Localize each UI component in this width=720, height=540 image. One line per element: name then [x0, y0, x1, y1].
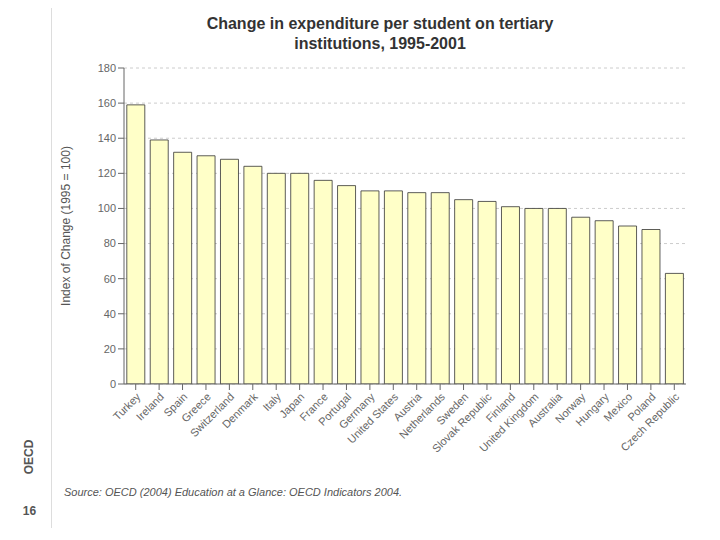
svg-text:160: 160 — [98, 97, 116, 109]
svg-text:80: 80 — [104, 237, 116, 249]
svg-text:Australia: Australia — [525, 390, 565, 430]
svg-text:Germany: Germany — [336, 390, 377, 431]
svg-text:Turkey: Turkey — [110, 390, 143, 423]
svg-text:Hungary: Hungary — [573, 390, 611, 428]
svg-text:Austria: Austria — [390, 390, 424, 424]
svg-text:100: 100 — [98, 202, 116, 214]
svg-text:Index of Change (1995 = 100): Index of Change (1995 = 100) — [59, 146, 73, 306]
svg-text:0: 0 — [110, 378, 116, 390]
svg-text:120: 120 — [98, 167, 116, 179]
svg-text:France: France — [297, 390, 330, 424]
svg-text:Czech Republic: Czech Republic — [618, 390, 681, 453]
svg-text:180: 180 — [98, 62, 116, 74]
svg-text:Ireland: Ireland — [134, 390, 166, 422]
html-text:OECD: OECD — [22, 439, 37, 475]
svg-text:60: 60 — [104, 273, 116, 285]
svg-text:Greece: Greece — [178, 390, 213, 425]
svg-text:United Kingdom: United Kingdom — [476, 390, 541, 455]
svg-text:Sweden: Sweden — [433, 390, 471, 428]
html-text:Source: OECD (2004) Education: Source: OECD (2004) Education at a Glanc… — [64, 486, 403, 498]
svg-text:United States: United States — [345, 390, 401, 446]
html-text:institutions, 1995-2001: institutions, 1995-2001 — [294, 35, 466, 52]
html-text:16: 16 — [22, 504, 37, 518]
svg-text:Japan: Japan — [276, 390, 307, 421]
svg-text:Mexico: Mexico — [601, 390, 635, 424]
svg-text:Portugal: Portugal — [315, 390, 354, 428]
svg-text:20: 20 — [104, 343, 116, 355]
svg-text:Finland: Finland — [483, 390, 518, 425]
html-text:Change in expenditure per stud: Change in expenditure per student on ter… — [206, 15, 554, 32]
svg-text:Switzerland: Switzerland — [187, 390, 237, 440]
svg-text:Netherlands: Netherlands — [396, 390, 448, 441]
svg-text:140: 140 — [98, 132, 116, 144]
svg-text:40: 40 — [104, 308, 116, 320]
svg-text:Poland: Poland — [625, 390, 658, 424]
svg-text:Norway: Norway — [552, 390, 588, 426]
svg-text:Slovak Republic: Slovak Republic — [429, 390, 494, 455]
svg-text:Italy: Italy — [260, 390, 284, 414]
svg-text:Denmark: Denmark — [220, 390, 260, 430]
svg-text:Spain: Spain — [161, 390, 190, 419]
